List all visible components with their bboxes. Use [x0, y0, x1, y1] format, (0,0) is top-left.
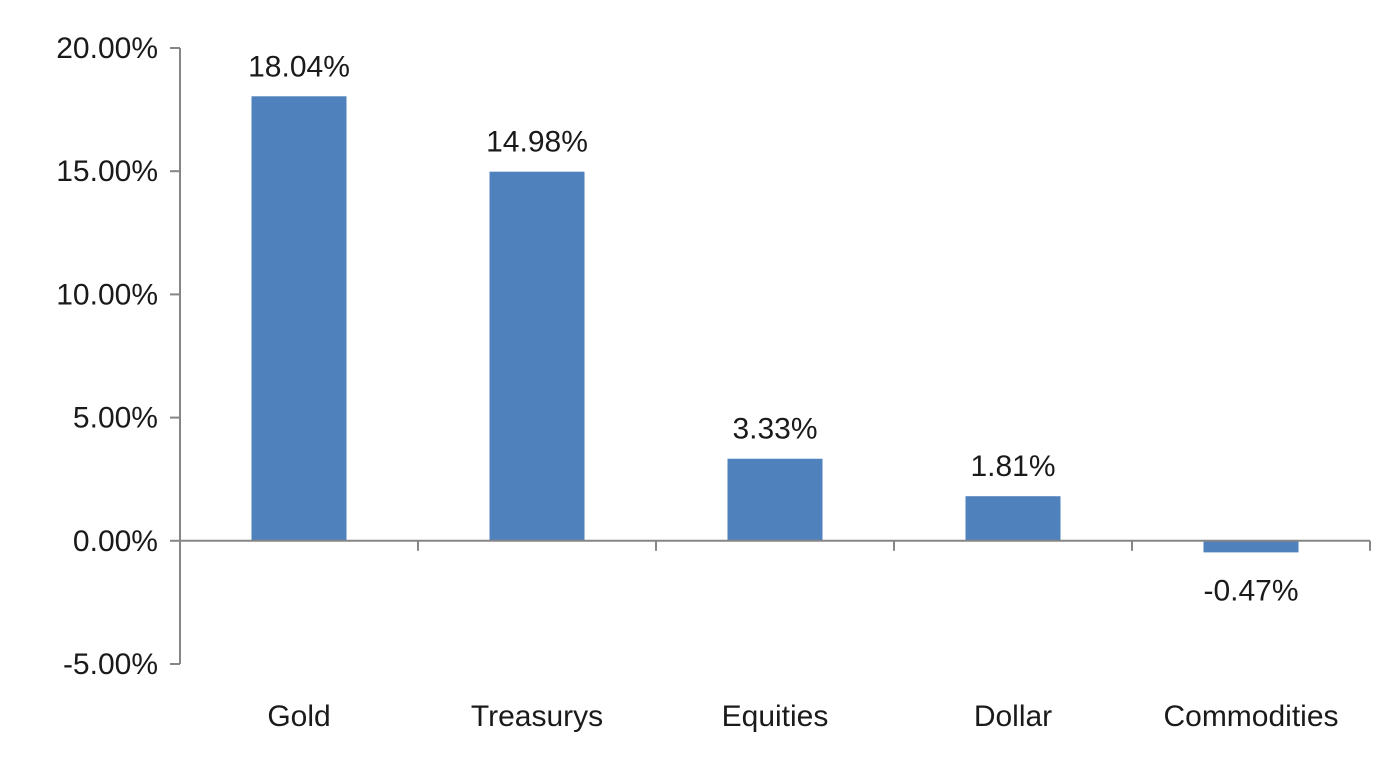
y-tick-label: 0.00% — [73, 525, 158, 558]
data-label: 3.33% — [732, 413, 817, 446]
data-label: 1.81% — [970, 450, 1055, 483]
bar-equities — [727, 458, 823, 541]
bar-gold — [251, 96, 347, 541]
y-tick-label: 15.00% — [56, 155, 158, 188]
bar-treasurys — [489, 171, 585, 541]
x-category-label: Gold — [267, 700, 330, 733]
y-tick-label: 5.00% — [73, 402, 158, 435]
bars-layer — [251, 96, 1299, 553]
data-label: 14.98% — [486, 126, 588, 159]
axes-layer — [170, 47, 1371, 665]
x-category-label: Equities — [722, 700, 829, 733]
x-category-label: Commodities — [1163, 700, 1338, 733]
y-tick-label: 10.00% — [56, 278, 158, 311]
labels-layer: 20.00% 15.00% 10.00% 5.00% 0.00% -5.00% Gold Tr… — [56, 32, 1338, 733]
data-label: 18.04% — [248, 50, 350, 83]
x-category-label: Treasurys — [471, 700, 603, 733]
y-tick-label: 20.00% — [56, 32, 158, 65]
y-tick-label: -5.00% — [63, 648, 158, 681]
x-category-label: Dollar — [974, 700, 1052, 733]
data-label: -0.47% — [1203, 574, 1298, 607]
bar-commodities — [1203, 540, 1299, 553]
bar-dollar — [965, 496, 1061, 541]
